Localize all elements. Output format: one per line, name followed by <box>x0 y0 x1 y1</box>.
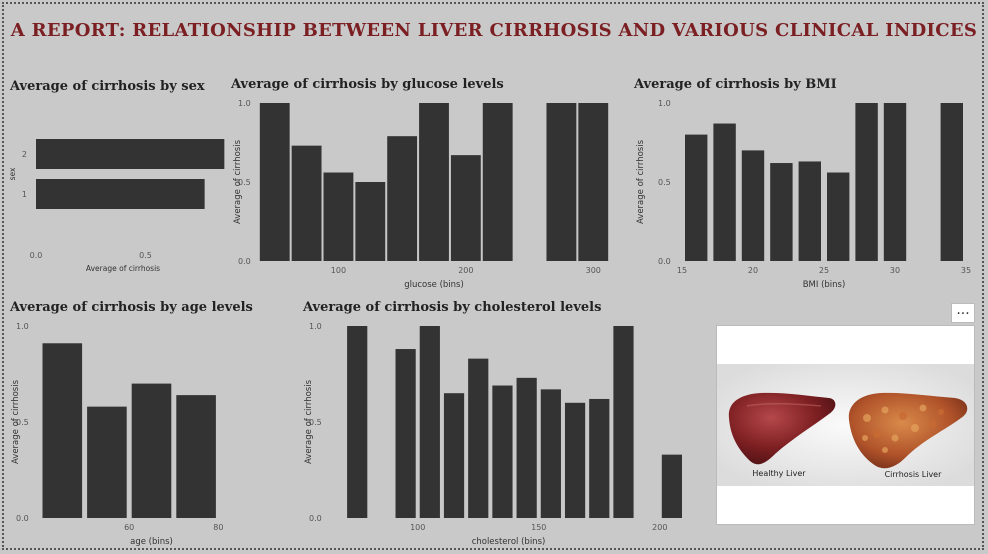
more-options-button[interactable]: ... <box>951 303 975 323</box>
y-tick-label: 0.0 <box>238 257 251 266</box>
bar-glucose-300 <box>578 103 609 261</box>
y-tick-label: 2 <box>22 150 27 159</box>
cirrhosis-liver-icon <box>848 392 968 469</box>
y-tick-label: 1.0 <box>658 99 671 108</box>
bar-bmi-34 <box>940 103 963 261</box>
x-tick-label: 100 <box>410 523 425 532</box>
bar-glucose-200 <box>450 155 481 261</box>
x-tick-label: 0.0 <box>30 251 43 260</box>
y-tick-label: 1 <box>22 190 27 199</box>
healthy-liver-label: Healthy Liver <box>752 469 806 478</box>
x-tick-label: 80 <box>213 523 223 532</box>
bar-cholesterol-105 <box>419 326 440 518</box>
x-tick-label: 35 <box>961 266 971 275</box>
x-tick-label: 25 <box>819 266 829 275</box>
x-tick-label: 100 <box>331 266 346 275</box>
y-tick-label: 0.0 <box>16 514 29 523</box>
bar-glucose-150 <box>387 136 418 261</box>
bar-cholesterol-135 <box>492 385 513 518</box>
bar-age-65 <box>131 383 172 518</box>
liver-comparison-image: Healthy Liver Cirrhosis Liver <box>717 364 974 486</box>
bar-bmi-20 <box>741 150 765 261</box>
y-axis-label: sex <box>8 167 17 180</box>
x-tick-label: 60 <box>124 523 134 532</box>
bar-cholesterol-175 <box>589 398 610 518</box>
bar-glucose-275 <box>546 103 577 261</box>
x-tick-label: 20 <box>748 266 758 275</box>
bar-cholesterol-185 <box>613 326 634 518</box>
bar-glucose-100 <box>323 172 354 261</box>
x-axis-label: cholesterol (bins) <box>472 537 546 547</box>
x-tick-label: 150 <box>531 523 546 532</box>
report-title: A REPORT: RELATIONSHIP BETWEEN LIVER CIR… <box>10 20 978 41</box>
healthy-liver-icon <box>728 392 836 465</box>
bar-cholesterol-155 <box>540 389 561 518</box>
chart-title-bmi: Average of cirrhosis by BMI <box>634 77 837 92</box>
bar-cholesterol-75 <box>347 326 368 518</box>
x-axis-label: BMI (bins) <box>803 280 846 290</box>
x-axis-label: age (bins) <box>130 537 173 547</box>
y-tick-label: 0.5 <box>658 178 671 187</box>
y-tick-label: 0.5 <box>238 178 251 187</box>
chart-title-age: Average of cirrhosis by age levels <box>10 300 253 315</box>
x-tick-label: 30 <box>890 266 900 275</box>
bar-bmi-28 <box>855 103 878 261</box>
x-tick-label: 200 <box>652 523 667 532</box>
x-tick-label: 0.5 <box>139 251 152 260</box>
chart-title-cholesterol: Average of cirrhosis by cholesterol leve… <box>303 300 602 315</box>
bar-cholesterol-205 <box>661 454 682 518</box>
x-axis-label: Average of cirrhosis <box>86 264 160 273</box>
y-tick-label: 0.0 <box>309 514 322 523</box>
bar-bmi-18 <box>713 123 736 261</box>
y-tick-label: 0.5 <box>16 418 29 427</box>
y-tick-label: 1.0 <box>309 322 322 331</box>
bar-bmi-24 <box>798 161 821 261</box>
y-tick-label: 1.0 <box>238 99 251 108</box>
y-tick-label: 1.0 <box>16 322 29 331</box>
cirrhosis-liver-label: Cirrhosis Liver <box>885 470 943 479</box>
y-axis-label: Average of cirrhosis <box>304 379 314 464</box>
y-tick-label: 0.5 <box>309 418 322 427</box>
chart-title-sex: Average of cirrhosis by sex <box>10 79 205 94</box>
bar-cholesterol-95 <box>395 349 416 518</box>
bar-bmi-16 <box>685 134 708 261</box>
bar-glucose-50 <box>259 103 290 261</box>
bar-sex-1 <box>36 179 205 209</box>
y-axis-label: Average of cirrhosis <box>636 139 646 224</box>
bar-bmi-30 <box>883 103 907 261</box>
bar-age-75 <box>176 395 216 518</box>
bar-cholesterol-125 <box>468 358 489 518</box>
bar-age-55 <box>87 406 127 518</box>
x-tick-label: 15 <box>677 266 687 275</box>
x-tick-label: 300 <box>586 266 601 275</box>
bar-glucose-75 <box>291 145 322 261</box>
bar-glucose-125 <box>355 182 386 261</box>
x-tick-label: 200 <box>458 266 473 275</box>
liver-image-card: Healthy Liver Cirrhosis Liver <box>716 325 975 525</box>
y-axis-label: Average of cirrhosis <box>11 379 21 464</box>
bar-bmi-26 <box>827 172 850 261</box>
bar-bmi-22 <box>770 163 793 261</box>
chart-title-glucose: Average of cirrhosis by glucose levels <box>231 77 504 92</box>
bar-sex-2 <box>36 139 225 169</box>
y-tick-label: 0.0 <box>658 257 671 266</box>
bar-glucose-175 <box>419 103 449 261</box>
y-axis-label: Average of cirrhosis <box>233 139 243 224</box>
bar-cholesterol-145 <box>516 377 537 518</box>
bar-cholesterol-165 <box>564 402 586 518</box>
bar-glucose-225 <box>482 103 513 261</box>
bar-cholesterol-115 <box>443 393 465 518</box>
bar-age-45 <box>42 343 83 518</box>
x-axis-label: glucose (bins) <box>404 280 464 290</box>
